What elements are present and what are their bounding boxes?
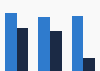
Bar (38, 17, 50, 71)
Bar (83, 58, 95, 71)
Bar (50, 31, 62, 71)
Bar (72, 16, 83, 71)
Bar (17, 28, 28, 71)
Bar (5, 13, 17, 71)
